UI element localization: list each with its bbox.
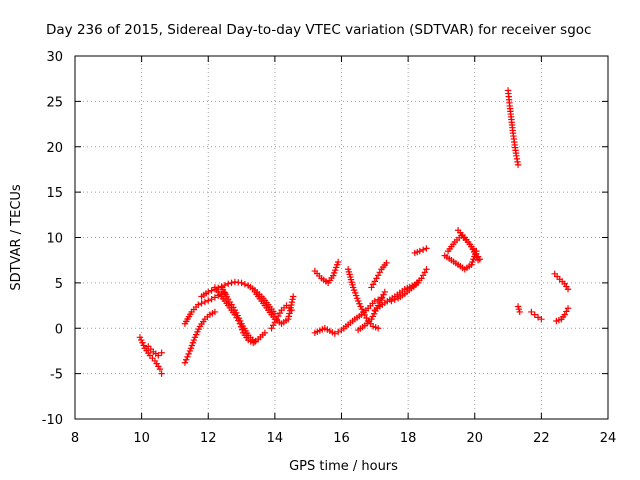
data-point (538, 315, 545, 323)
data-point (261, 329, 269, 336)
data-point (531, 311, 538, 318)
x-axis-label: GPS time / hours (289, 459, 398, 474)
data-point (221, 281, 229, 289)
x-tick-label: 12 (200, 431, 217, 446)
series-segment-s20 (444, 232, 483, 263)
data-point (289, 293, 297, 300)
data-point (288, 298, 296, 306)
series-segment-s17 (411, 245, 430, 257)
data-point (251, 338, 259, 346)
data-point (564, 286, 572, 293)
series-segment-s24 (551, 270, 572, 293)
data-point (423, 245, 430, 252)
data-point (155, 352, 162, 359)
data-point (381, 288, 389, 296)
data-point (225, 280, 232, 287)
data-point (388, 297, 395, 305)
data-point (476, 256, 483, 263)
x-tick-label: 22 (533, 431, 550, 446)
data-point (201, 298, 209, 306)
data-point (211, 308, 219, 316)
y-tick-label: 15 (46, 186, 63, 201)
tick-label-layer: 8 10 12 14 16 18 20 22 24 -10 -5 0 5 10 15 20 25 30 (42, 50, 617, 446)
data-point (184, 353, 191, 361)
series-segment-s25 (553, 305, 572, 325)
y-tick-label: 10 (46, 232, 63, 247)
data-point (534, 314, 542, 321)
data-point (374, 325, 382, 332)
data-point (158, 370, 165, 377)
data-point (286, 310, 293, 317)
data-point (241, 281, 249, 288)
series-segment-s10 (311, 258, 342, 287)
data-point (334, 328, 342, 336)
series-segment-s5 (198, 278, 279, 317)
data-point (285, 315, 292, 323)
data-point (198, 300, 205, 307)
chart-title: Day 236 of 2015, Sidereal Day-to-day VTE… (46, 22, 591, 38)
y-tick-label: 0 (55, 322, 63, 337)
y-axis-label: SDTVAR / TECUs (9, 184, 24, 291)
series-segment-s4 (181, 289, 229, 327)
data-point (516, 308, 523, 316)
x-tick-label: 14 (267, 431, 284, 446)
data-point (185, 350, 192, 358)
x-tick-label: 18 (400, 431, 417, 446)
series-layer (136, 87, 572, 377)
data-point (285, 313, 293, 320)
data-point (334, 258, 342, 266)
series-segment-s16 (388, 279, 422, 305)
data-point (288, 306, 295, 314)
data-point (564, 305, 572, 312)
y-tick-label: 30 (46, 50, 63, 65)
data-point (371, 297, 379, 305)
data-point (514, 161, 522, 169)
data-point (423, 266, 430, 273)
data-point (195, 301, 202, 308)
series-segment-s14 (368, 259, 390, 291)
series-segment-s12 (344, 266, 382, 332)
data-point (211, 294, 219, 301)
data-point (289, 296, 296, 303)
data-point (205, 297, 212, 304)
data-point (238, 279, 245, 287)
x-tick-label: 16 (333, 431, 350, 446)
data-point (228, 279, 235, 287)
series-segment-s21 (504, 87, 522, 169)
series-segment-s7 (218, 284, 259, 346)
data-point (331, 330, 339, 337)
data-point (528, 308, 535, 316)
series-segment-s9 (268, 302, 295, 332)
data-point (416, 247, 423, 255)
plot-frame (74, 55, 609, 420)
x-tick-label: 8 (71, 431, 79, 446)
y-tick-label: -5 (50, 368, 63, 383)
series-segment-s2 (145, 343, 165, 359)
y-tick-label: -10 (42, 413, 63, 428)
data-point (182, 356, 190, 363)
data-point (414, 279, 422, 287)
grid-layer (75, 56, 608, 419)
x-tick-label: 24 (600, 431, 617, 446)
series-segment-s18 (441, 247, 480, 273)
data-point (391, 296, 398, 303)
data-point (158, 349, 165, 356)
x-tick-label: 20 (466, 431, 483, 446)
data-point (181, 359, 189, 366)
y-tick-label: 25 (46, 95, 63, 110)
data-point (419, 246, 427, 253)
series-segment-s1 (136, 334, 165, 377)
y-tick-label: 5 (55, 277, 63, 292)
series-segment-s3 (181, 308, 219, 366)
data-point (156, 365, 164, 373)
data-point (383, 259, 390, 267)
series-segment-s23 (528, 308, 545, 323)
x-tick-label: 10 (133, 431, 150, 446)
y-tick-label: 20 (46, 141, 63, 156)
data-point (208, 296, 215, 303)
data-point (208, 287, 215, 294)
data-point (205, 288, 212, 296)
series-segment-s22 (514, 303, 523, 316)
